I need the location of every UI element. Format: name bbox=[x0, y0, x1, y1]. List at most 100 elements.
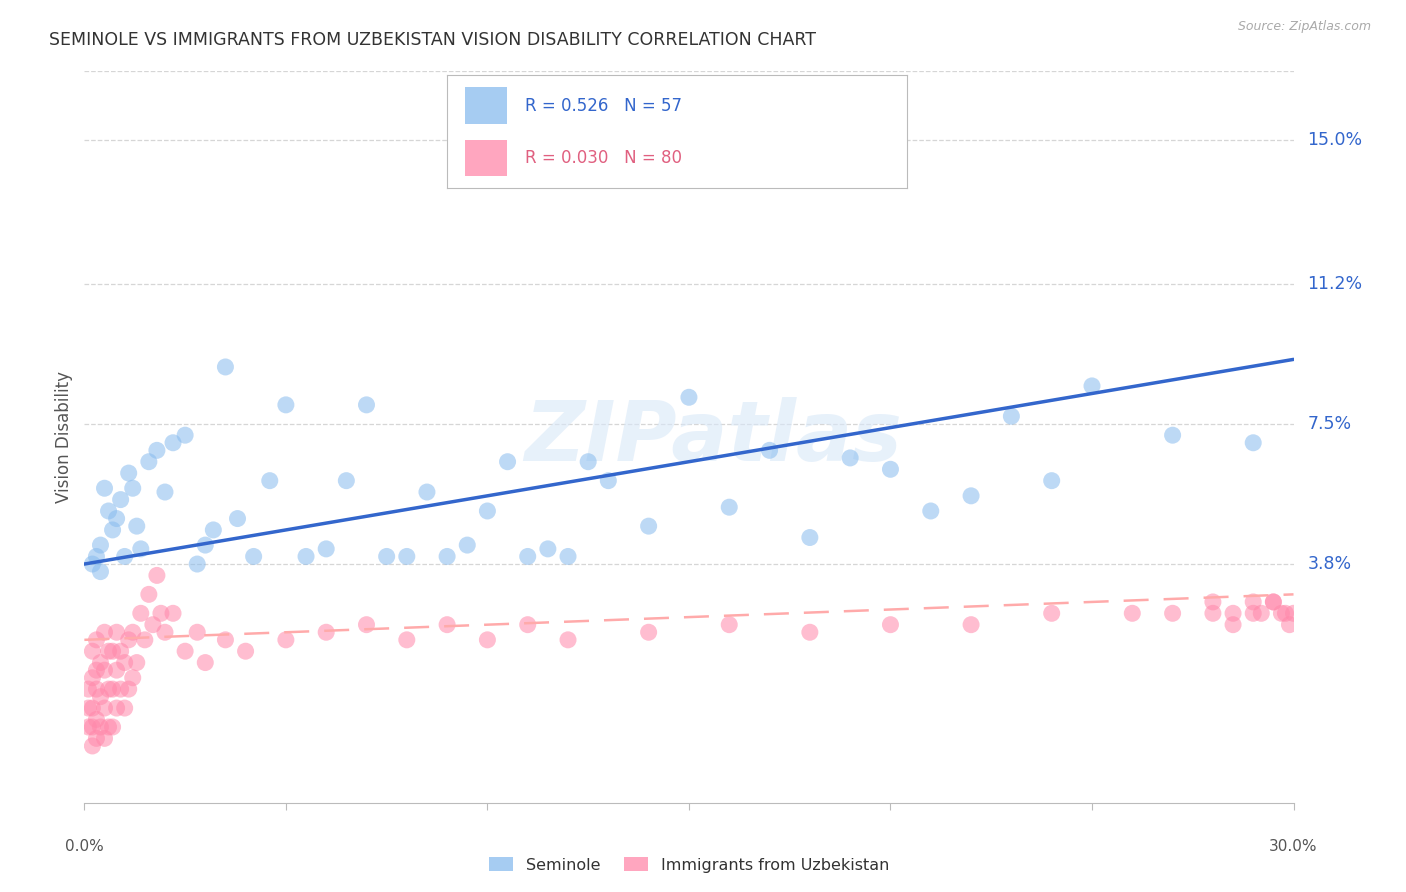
Text: 3.8%: 3.8% bbox=[1308, 555, 1351, 573]
Point bbox=[1040, 474, 1063, 488]
Point bbox=[456, 538, 478, 552]
Point bbox=[194, 538, 217, 552]
Point bbox=[416, 485, 439, 500]
Point bbox=[97, 644, 120, 658]
Point bbox=[82, 739, 104, 753]
Point bbox=[395, 549, 418, 564]
Point bbox=[114, 656, 136, 670]
Point bbox=[89, 565, 111, 579]
Point bbox=[516, 549, 538, 564]
Point bbox=[1081, 379, 1104, 393]
Point bbox=[576, 455, 599, 469]
Point bbox=[142, 617, 165, 632]
Point bbox=[1250, 607, 1272, 621]
Point bbox=[77, 701, 100, 715]
Point bbox=[93, 663, 115, 677]
Point bbox=[1274, 607, 1296, 621]
Point bbox=[315, 541, 337, 556]
Point bbox=[242, 549, 264, 564]
Point bbox=[477, 632, 499, 647]
Point bbox=[118, 466, 141, 480]
Point bbox=[295, 549, 318, 564]
Point bbox=[101, 720, 124, 734]
Point bbox=[146, 443, 169, 458]
Point bbox=[186, 557, 208, 571]
Point bbox=[138, 455, 160, 469]
Point bbox=[598, 474, 620, 488]
Text: Source: ZipAtlas.com: Source: ZipAtlas.com bbox=[1237, 20, 1371, 33]
Point bbox=[153, 625, 176, 640]
Point bbox=[77, 682, 100, 697]
Point bbox=[86, 713, 108, 727]
Point bbox=[89, 656, 111, 670]
Point bbox=[134, 632, 156, 647]
Text: 30.0%: 30.0% bbox=[1270, 839, 1317, 855]
Text: 7.5%: 7.5% bbox=[1308, 415, 1351, 433]
Point bbox=[97, 682, 120, 697]
Point bbox=[375, 549, 398, 564]
Point bbox=[436, 617, 458, 632]
Point bbox=[356, 398, 378, 412]
Point bbox=[1241, 607, 1264, 621]
Text: 11.2%: 11.2% bbox=[1308, 275, 1362, 293]
Point bbox=[146, 568, 169, 582]
Point bbox=[105, 663, 128, 677]
Point bbox=[637, 519, 659, 533]
Point bbox=[153, 485, 176, 500]
Point bbox=[97, 504, 120, 518]
Point bbox=[138, 587, 160, 601]
Point bbox=[118, 632, 141, 647]
Point bbox=[960, 489, 983, 503]
Text: ZIPatlas: ZIPatlas bbox=[524, 397, 903, 477]
Point bbox=[105, 701, 128, 715]
Point bbox=[879, 462, 901, 476]
Point bbox=[758, 443, 780, 458]
Point bbox=[1161, 607, 1184, 621]
Point bbox=[718, 500, 741, 515]
Point bbox=[89, 538, 111, 552]
Text: SEMINOLE VS IMMIGRANTS FROM UZBEKISTAN VISION DISABILITY CORRELATION CHART: SEMINOLE VS IMMIGRANTS FROM UZBEKISTAN V… bbox=[49, 31, 817, 49]
Point bbox=[235, 644, 257, 658]
Point bbox=[121, 481, 143, 495]
Point bbox=[110, 644, 132, 658]
Point bbox=[436, 549, 458, 564]
Point bbox=[315, 625, 337, 640]
Point bbox=[557, 549, 579, 564]
Point bbox=[214, 632, 236, 647]
Point bbox=[86, 682, 108, 697]
Point bbox=[557, 632, 579, 647]
Point bbox=[1241, 595, 1264, 609]
Point bbox=[1282, 607, 1305, 621]
Point bbox=[1278, 617, 1301, 632]
Point bbox=[274, 398, 297, 412]
Point bbox=[105, 511, 128, 525]
Point bbox=[186, 625, 208, 640]
Point bbox=[97, 720, 120, 734]
Point bbox=[86, 731, 108, 746]
Point bbox=[93, 731, 115, 746]
Point bbox=[162, 435, 184, 450]
Point bbox=[121, 671, 143, 685]
Point bbox=[395, 632, 418, 647]
Point bbox=[1161, 428, 1184, 442]
Point bbox=[1000, 409, 1022, 424]
Point bbox=[86, 663, 108, 677]
Point bbox=[274, 632, 297, 647]
Point bbox=[1121, 607, 1143, 621]
Point bbox=[920, 504, 942, 518]
Point bbox=[77, 720, 100, 734]
Point bbox=[1263, 595, 1285, 609]
Point bbox=[1202, 595, 1225, 609]
Point bbox=[1040, 607, 1063, 621]
Point bbox=[101, 682, 124, 697]
Text: 15.0%: 15.0% bbox=[1308, 130, 1362, 149]
Point bbox=[82, 720, 104, 734]
Point bbox=[226, 511, 249, 525]
Point bbox=[637, 625, 659, 640]
Point bbox=[101, 523, 124, 537]
Point bbox=[125, 656, 148, 670]
Point bbox=[516, 617, 538, 632]
Point bbox=[101, 644, 124, 658]
Point bbox=[93, 701, 115, 715]
Point bbox=[162, 607, 184, 621]
